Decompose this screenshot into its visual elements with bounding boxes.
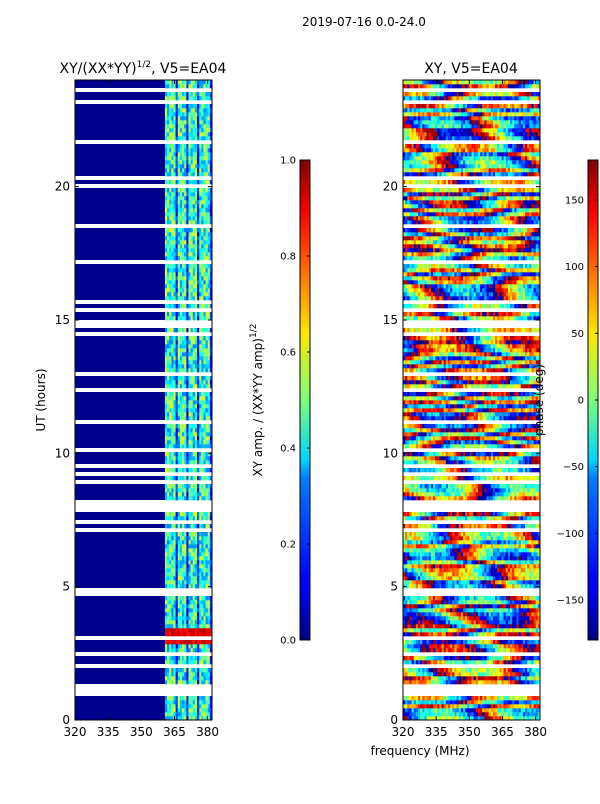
- figure-suptitle: 2019-07-16 0.0-24.0: [302, 15, 426, 29]
- cb-tick-label: −50: [563, 462, 584, 473]
- cb-tick-label: 0.0: [280, 636, 296, 647]
- cb-tick-label: 0.6: [280, 348, 296, 359]
- cb-tick-label: 0: [578, 396, 584, 407]
- x-tick-label: 335: [97, 725, 120, 739]
- amp-title-main: XY/(XX*YY): [60, 61, 137, 77]
- x-tick-label: 320: [64, 725, 87, 739]
- x-tick-label: 350: [130, 725, 153, 739]
- phase-colorbar-label: phase (deg): [532, 364, 546, 436]
- y-tick-label: 5: [62, 580, 70, 594]
- x-tick-label: 320: [392, 725, 415, 739]
- x-tick-label: 380: [524, 725, 547, 739]
- cb-tick-label: 50: [571, 329, 584, 340]
- cb-tick-label: 150: [565, 196, 584, 207]
- phase-xlabel: frequency (MHz): [370, 744, 469, 758]
- x-tick-label: 365: [163, 725, 186, 739]
- x-tick-label: 365: [491, 725, 514, 739]
- amp-title-suffix: , V5=EA04: [151, 61, 226, 77]
- y-tick-label: 20: [55, 180, 70, 194]
- cb-tick-label: −100: [557, 529, 584, 540]
- y-tick-label: 0: [62, 713, 70, 727]
- y-tick-label: 10: [383, 446, 398, 460]
- amp-title-sup: 1/2: [137, 60, 151, 70]
- x-tick-label: 380: [196, 725, 219, 739]
- x-tick-label: 350: [458, 725, 481, 739]
- phase-panel-title: XY, V5=EA04: [424, 61, 518, 77]
- cb-tick-label: 1.0: [280, 156, 296, 167]
- cb-tick-label: 100: [565, 262, 584, 273]
- amp-cb-label-main: XY amp. / (XX*YY amp): [251, 338, 265, 476]
- cb-tick-label: 0.2: [280, 540, 296, 551]
- cb-tick-label: 0.8: [280, 252, 296, 263]
- cb-tick-label: 0.4: [280, 444, 296, 455]
- y-tick-label: 5: [390, 580, 398, 594]
- y-tick-label: 20: [383, 180, 398, 194]
- amp-cb-label-sup: 1/2: [249, 324, 259, 338]
- y-tick-label: 10: [55, 446, 70, 460]
- phase-heatmap: [403, 80, 540, 720]
- amp-ylabel: UT (hours): [34, 368, 48, 431]
- amp-colorbar-label: XY amp. / (XX*YY amp)1/2: [249, 324, 265, 477]
- amp-panel-title: XY/(XX*YY)1/2, V5=EA04: [60, 60, 227, 77]
- amp-colorbar: [300, 160, 310, 640]
- y-tick-label: 0: [390, 713, 398, 727]
- amp-heatmap: [75, 80, 212, 720]
- x-tick-label: 335: [425, 725, 448, 739]
- y-tick-label: 15: [383, 313, 398, 327]
- y-tick-label: 15: [55, 313, 70, 327]
- cb-tick-label: −150: [557, 596, 584, 607]
